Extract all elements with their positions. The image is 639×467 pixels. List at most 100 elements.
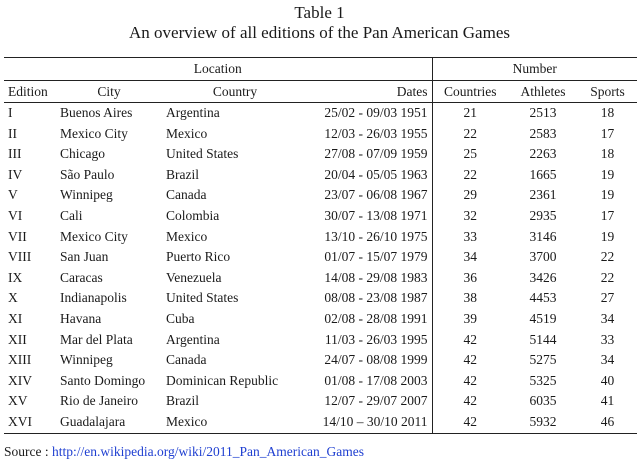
dates-cell: 27/08 - 07/09 1959: [324, 146, 428, 162]
dates-cell: 13/10 - 26/10 1975: [324, 228, 428, 244]
athletes-cell: 5932: [508, 411, 579, 434]
dates-cell: 01/07 - 15/07 1979: [324, 249, 428, 265]
countries-cell: 25: [431, 144, 509, 165]
sports-cell: 22: [600, 249, 615, 265]
athletes-cell: 5144: [529, 331, 557, 347]
countries-cell: 22: [431, 123, 509, 145]
sports-cell: 33: [600, 331, 615, 347]
edition-cell: V: [8, 187, 18, 203]
country-column-header: Country: [162, 80, 308, 103]
dates-cell: 24/07 - 08/08 1999: [324, 352, 428, 368]
country-cell: Cuba: [166, 310, 195, 326]
edition-cell: XII: [8, 331, 27, 347]
country-cell: United States: [166, 146, 239, 162]
table-caption: An overview of all editions of the Pan A…: [129, 23, 510, 42]
athletes-cell: 4519: [529, 310, 557, 326]
edition-cell: XI: [8, 310, 23, 326]
edition-cell: VI: [8, 207, 23, 223]
table-row: XVI Guadalajara Mexico 14/10 – 30/10 2011 42…: [4, 411, 638, 434]
countries-column-header: Countries: [431, 80, 509, 103]
city-cell: São Paulo: [60, 166, 115, 182]
dates-cell: 12/03 - 26/03 1955: [324, 125, 428, 141]
country-cell: Colombia: [166, 207, 220, 223]
table-row: II Mexico City Mexico 12/03 - 26/03 1955 22 2…: [4, 123, 637, 145]
edition-cell: VIII: [8, 249, 32, 265]
countries-cell: 36: [431, 267, 509, 289]
city-cell: Indianapolis: [60, 290, 127, 306]
countries-cell: 42: [431, 329, 509, 351]
table-row: IX Caracas Venezuela 14/08 - 29/08 1983 36 34…: [4, 267, 637, 289]
countries-cell: 32: [431, 205, 509, 227]
source-link[interactable]: http://en.wikipedia.org/wiki/2011_Pan_Am…: [52, 444, 364, 459]
city-cell: Mar del Plata: [60, 331, 133, 347]
countries-cell: 22: [431, 164, 509, 186]
countries-cell: 42: [431, 370, 509, 392]
country-cell: Venezuela: [166, 269, 222, 285]
sports-cell: 18: [600, 105, 615, 120]
edition-cell: II: [8, 125, 17, 141]
sports-cell: 18: [600, 146, 615, 162]
sports-column-header: Sports: [578, 80, 638, 103]
sports-cell: 34: [600, 310, 615, 326]
countries-cell: 29: [431, 185, 509, 206]
country-cell: Brazil: [166, 393, 199, 409]
country-cell: United States: [166, 290, 239, 306]
table-row: XI Havana Cuba 02/08 - 28/08 1991 39 4519 34: [4, 308, 637, 330]
city-cell: Winnipeg: [60, 352, 113, 368]
country-cell: Mexico: [166, 228, 208, 244]
edition-cell: XVI: [4, 411, 56, 434]
table-row: VIII San Juan Puerto Rico 01/07 - 15/07 197…: [4, 247, 637, 268]
athletes-cell: 3700: [529, 249, 557, 265]
city-cell: Cali: [60, 207, 83, 223]
countries-cell: 42: [431, 350, 509, 371]
sports-cell: 22: [600, 269, 615, 285]
country-cell: Brazil: [166, 166, 199, 182]
athletes-cell: 2583: [529, 125, 557, 141]
table-row: XV Rio de Janeiro Brazil 12/07 - 29/07 2007…: [4, 391, 637, 412]
country-cell: Canada: [166, 352, 207, 368]
athletes-cell: 3426: [529, 269, 557, 285]
sports-cell: 46: [578, 411, 638, 434]
sports-cell: 19: [600, 228, 615, 244]
sports-cell: 17: [600, 125, 615, 141]
edition-cell: XIV: [8, 372, 32, 388]
country-cell: Argentina: [166, 331, 220, 347]
athletes-cell: 2513: [529, 105, 557, 120]
country-cell: Canada: [166, 187, 207, 203]
country-cell: Puerto Rico: [166, 249, 231, 265]
table-row: X Indianapolis United States 08/08 - 23/08 …: [4, 288, 637, 309]
athletes-cell: 2361: [529, 187, 557, 203]
sports-cell: 17: [600, 207, 615, 223]
number-group-header: Number: [431, 57, 638, 81]
city-cell: Buenos Aires: [60, 105, 133, 120]
sports-cell: 41: [600, 393, 615, 409]
edition-cell: XIII: [8, 352, 32, 368]
table-row: VII Mexico City Mexico 13/10 - 26/10 1975 33…: [4, 226, 637, 248]
countries-cell: 21: [431, 102, 509, 124]
athletes-cell: 2263: [529, 146, 557, 162]
countries-cell: 34: [431, 247, 509, 268]
countries-cell: 42: [431, 391, 509, 412]
dates-cell: 25/02 - 09/03 1951: [324, 105, 428, 120]
country-cell: Argentina: [166, 105, 220, 120]
sports-cell: 19: [600, 166, 615, 182]
athletes-column-header: Athletes: [508, 80, 579, 103]
athletes-cell: 5275: [529, 352, 557, 368]
edition-cell: VII: [8, 228, 27, 244]
athletes-cell: 5325: [529, 372, 557, 388]
edition-cell: IV: [8, 166, 23, 182]
city-cell: Rio de Janeiro: [60, 393, 138, 409]
dates-column-header: Dates: [308, 80, 433, 103]
edition-column-header: Edition: [4, 80, 56, 103]
table-row: VI Cali Colombia 30/07 - 13/08 1971 32 2935 17: [4, 205, 637, 227]
dates-cell: 11/03 - 26/03 1995: [324, 331, 428, 347]
table-row: XII Mar del Plata Argentina 11/03 - 26/03 1…: [4, 329, 637, 351]
pan-american-games-table: Location Number Edition City Country Dat…: [4, 57, 638, 434]
table-body: I Buenos Aires Argentina 25/02 - 09/03 1951…: [4, 102, 638, 434]
dates-cell: 12/07 - 29/07 2007: [324, 393, 428, 409]
city-column-header: City: [56, 80, 162, 103]
edition-cell: I: [8, 105, 13, 120]
dates-cell: 01/08 - 17/08 2003: [324, 372, 428, 388]
dates-cell: 08/08 - 23/08 1987: [324, 290, 428, 306]
sports-cell: 19: [600, 187, 615, 203]
